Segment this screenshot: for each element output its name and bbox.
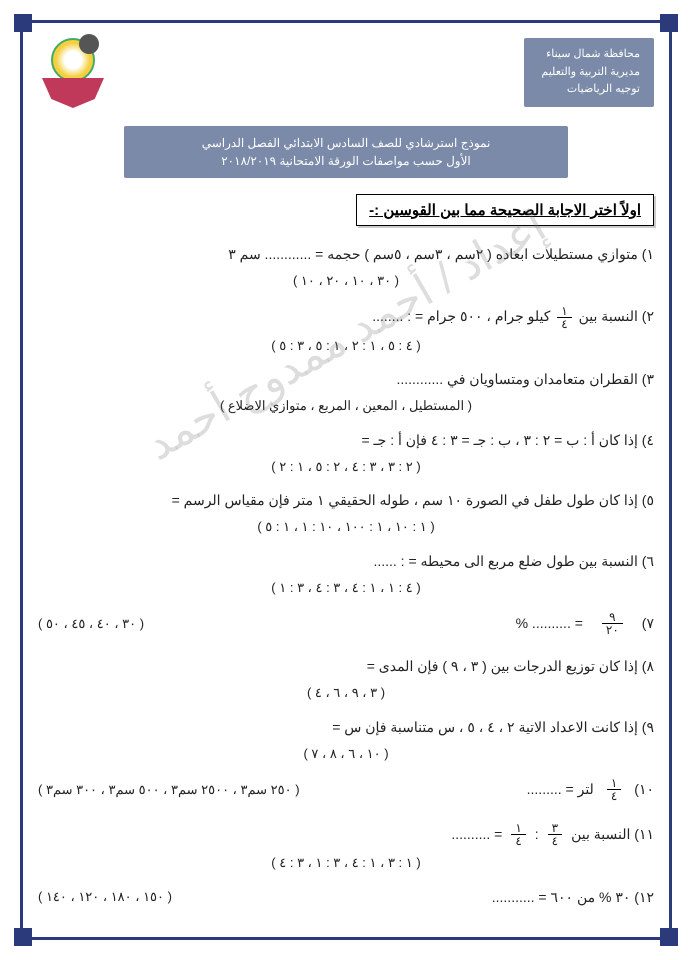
q10-post: لتر = ......... <box>527 779 594 800</box>
question-4: ٤) إذا كان أ : ب = ٢ : ٣ ، ب : جـ = ٣ : … <box>38 430 654 451</box>
fraction: ١٤ <box>607 777 621 802</box>
q11-post: = .......... <box>451 824 502 845</box>
question-9: ٩) إذا كانت الاعداد الاتية ٢ ، ٤ ، ٥ ، س… <box>38 717 654 738</box>
question-1: ١) متوازي مستطيلات ابعاده ( ٢سم ، ٣سم ، … <box>38 244 654 265</box>
question-5-options: ( ١ : ١٠ ، ١ : ١٠٠ ، ١٠ : ١ ، ١ : ٥ ) <box>38 517 654 537</box>
question-8-options: ( ٣ ، ٩ ، ٦ ، ٤ ) <box>38 683 654 703</box>
question-2-options: ( ٤ : ٥ ، ١ : ٢ ، ١ : ٥ ، ٣ : ٥ ) <box>38 336 654 356</box>
page-content: محافظة شمال سيناء مديرية التربية والتعلي… <box>30 30 662 930</box>
q7-num: ٧) <box>642 613 654 634</box>
question-10: ١٠) ١٤ لتر = ......... ( ٢٥٠ سم٣ ، ٢٥٠٠ … <box>38 777 654 802</box>
question-3: ٣) القطران متعامدان ومتساويان في .......… <box>38 369 654 390</box>
authority-info-box: محافظة شمال سيناء مديرية التربية والتعلي… <box>524 38 654 107</box>
question-5: ٥) إذا كان طول طفل في الصورة ١٠ سم ، طول… <box>38 490 654 511</box>
question-8: ٨) إذا كان توزيع الدرجات بين ( ٣ ، ٩ ) ف… <box>38 656 654 677</box>
header-row: محافظة شمال سيناء مديرية التربية والتعلي… <box>38 38 654 118</box>
q11-colon: : <box>535 824 539 845</box>
question-6: ٦) النسبة بين طول ضلع مربع الى محيطه = :… <box>38 551 654 572</box>
q2-post: كيلو جرام ، ٥٠٠ جرام = : ........ <box>372 308 550 324</box>
question-7-options: ( ٣٠ ، ٤٠ ، ٤٥ ، ٥٠ ) <box>38 614 144 634</box>
logo-gear-icon <box>79 34 99 54</box>
q12-text: ١٢) ٣٠ % من ٦٠٠ = ........... <box>492 887 654 908</box>
exam-title-line: الأول حسب مواصفات الورقة الامتحانية ٢٠١٨… <box>144 152 548 170</box>
fraction: ٣٤ <box>548 822 562 847</box>
authority-line: توجيه الرياضيات <box>538 81 640 99</box>
fraction: ١٤ <box>511 822 525 847</box>
question-12: ١٢) ٣٠ % من ٦٠٠ = ........... ( ١٥٠ ، ١٨… <box>38 887 654 908</box>
question-6-options: ( ٤ : ١ ، ١ : ٤ ، ٣ : ٤ ، ٣ : ١ ) <box>38 578 654 598</box>
authority-line: محافظة شمال سيناء <box>538 46 640 64</box>
question-10-options: ( ٢٥٠ سم٣ ، ٢٥٠٠ سم٣ ، ٥٠٠ سم٣ ، ٣٠٠ سم٣… <box>38 780 300 800</box>
fraction: ٩٢٠ <box>602 611 623 636</box>
q11-num: ١١) النسبة بين <box>571 824 654 845</box>
question-1-options: ( ٣٠ ، ١٠ ، ٢٠ ، ١٠ ) <box>38 271 654 291</box>
section-title: اولاً اختر الاجابة الصحيحة مما بين القوس… <box>356 194 654 226</box>
exam-title-line: نموذج استرشادي للصف السادس الابتدائي الف… <box>144 134 548 152</box>
logo-emblem <box>51 38 95 82</box>
fraction: ١٤ <box>557 305 571 330</box>
question-2: ٢) النسبة بين ١٤ كيلو جرام ، ٥٠٠ جرام = … <box>38 305 654 330</box>
q10-num: ١٠) <box>634 779 654 800</box>
question-7: ٧) ٩٢٠ = .......... % ( ٣٠ ، ٤٠ ، ٤٥ ، ٥… <box>38 611 654 636</box>
question-4-options: ( ٢ : ٣ ، ٣ : ٤ ، ٢ : ٥ ، ١ : ٢ ) <box>38 457 654 477</box>
logo-ribbon <box>42 78 104 108</box>
q7-mid: = .......... % <box>516 613 583 634</box>
question-11-options: ( ١ : ٣ ، ١ : ٤ ، ٣ : ١ ، ٣ : ٤ ) <box>38 853 654 873</box>
school-logo <box>38 38 108 118</box>
authority-line: مديرية التربية والتعليم <box>538 64 640 82</box>
question-9-options: ( ١٠ ، ٦ ، ٨ ، ٧ ) <box>38 744 654 764</box>
question-11: ١١) النسبة بين ٣٤ : ١٤ = .......... <box>38 822 654 847</box>
question-12-options: ( ١٥٠ ، ١٨٠ ، ١٢٠ ، ١٤٠ ) <box>38 887 172 907</box>
q2-pre: ٢) النسبة بين <box>575 308 654 324</box>
question-3-options: ( المستطيل ، المعين ، المربع ، متوازي ال… <box>38 396 654 416</box>
questions-list: ١) متوازي مستطيلات ابعاده ( ٢سم ، ٣سم ، … <box>38 244 654 908</box>
exam-title-box: نموذج استرشادي للصف السادس الابتدائي الف… <box>124 126 568 178</box>
